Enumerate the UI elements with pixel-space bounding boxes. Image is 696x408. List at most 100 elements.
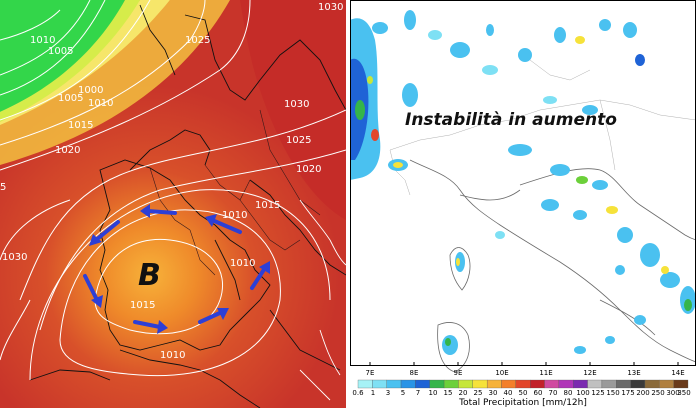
light-green-band [0, 0, 140, 122]
precip-blob [456, 258, 460, 266]
colorbar-swatch [415, 379, 430, 389]
colorbar-swatch [630, 379, 646, 389]
longitude-tick-label: 7E [366, 369, 375, 377]
precip-blob [482, 65, 498, 75]
colorbar-label: 10 [429, 389, 438, 397]
isobar-label-1030b: 1030 [284, 99, 309, 110]
precip-blob [615, 265, 625, 275]
wind-arrow [198, 308, 229, 324]
colorbar-label: 15 [444, 389, 453, 397]
pressure-map: 1030 1010 1005 1000 1005 1010 1015 1020 … [0, 0, 346, 408]
isobar-labels: 1030 1010 1005 1000 1005 1010 1015 1020 … [0, 2, 343, 361]
colorbar-label: 80 [564, 389, 573, 397]
precip-blob [518, 48, 532, 62]
colorbar-label: 40 [504, 389, 513, 397]
longitude-tick-label: 12E [583, 369, 596, 377]
isobar-label-1030c: 1030 [2, 252, 27, 263]
precip-blob [495, 231, 505, 239]
colorbar-label: 0.6 [352, 389, 364, 397]
precip-blob [660, 272, 680, 288]
colorbar-label: 70 [549, 389, 558, 397]
isobar-label-1010b: 1010 [88, 98, 113, 109]
right-coastlines [409, 159, 696, 373]
precip-blob [486, 24, 494, 36]
precip-blob [508, 144, 532, 156]
colorbar-label: 50 [519, 389, 528, 397]
colorbar-swatch [659, 379, 674, 389]
colorbar-label: 3 [386, 389, 390, 397]
colorbar-label: 200 [636, 389, 649, 397]
colorbar-swatch [372, 379, 387, 389]
precip-blob [605, 336, 615, 344]
precip-blob [684, 299, 692, 311]
precip-blob [442, 335, 458, 355]
colorbar-label: 20 [459, 389, 468, 397]
precip-blob [402, 83, 418, 107]
isobar-label-1010d: 1010 [230, 258, 255, 269]
isobar-label-1015c: 1015 [130, 300, 155, 311]
coastlines [29, 4, 346, 408]
precip-blob [371, 129, 379, 141]
wind-arrow [205, 214, 242, 234]
isobar-label-1025b: 1025 [286, 135, 311, 146]
colorbar-label: 250 [651, 389, 664, 397]
colorbar: 0.6 1 3 5 7 10 15 20 25 30 40 50 60 70 80 100 125 150 175 2… [352, 379, 691, 397]
precip-blob [635, 54, 645, 66]
isobar-label-1030: 1030 [318, 2, 343, 13]
longitude-tick-label: 14E [671, 369, 684, 377]
precip-blob [582, 105, 598, 115]
colorbar-swatch [573, 379, 588, 389]
precip-blob [575, 36, 585, 44]
longitude-tick-label: 11E [539, 369, 552, 377]
colorbar-label: 1 [371, 389, 375, 397]
isobar-label-1005b: 1005 [58, 93, 83, 104]
panel-divider [346, 0, 350, 408]
wind-arrows [83, 204, 270, 334]
colorbar-swatch [472, 379, 488, 389]
colorbar-label: 25 [474, 389, 483, 397]
longitude-tick-label: 10E [495, 369, 508, 377]
colorbar-swatch [400, 379, 416, 389]
precip-blob [617, 227, 633, 243]
colorbar-swatch [501, 379, 516, 389]
isobar-label-1000: 1000 [78, 85, 103, 96]
colorbar-label: 7 [416, 389, 420, 397]
precip-blob [372, 22, 388, 34]
precip-blob [661, 266, 669, 274]
warm-band [0, 0, 230, 165]
longitude-tick-label: 13E [627, 369, 640, 377]
isobar-label-1005: 1005 [48, 46, 73, 57]
precip-blob [428, 30, 442, 40]
colorbar-swatch [458, 379, 473, 389]
isobar-label-1015: 1015 [68, 120, 93, 131]
wind-arrow [140, 204, 177, 218]
precip-blob [541, 199, 559, 211]
precip-blob [450, 42, 470, 58]
colorbar-swatch [486, 379, 502, 389]
colorbar-swatch [386, 379, 402, 389]
precip-blob [634, 315, 646, 325]
isobars [0, 0, 346, 381]
coast-white [299, 199, 346, 401]
colorbar-label: 60 [534, 389, 543, 397]
isobar-label-1015b: 1015 [255, 200, 280, 211]
isobar-label-1020: 1020 [55, 145, 80, 156]
precip-blob [404, 10, 416, 30]
colorbar-label: 350 [677, 389, 690, 397]
precip-blob [550, 164, 570, 176]
colorbar-title: Total Precipitation [mm/12h] [458, 398, 587, 408]
precipitation-cells [350, 10, 696, 355]
isobar-label-1010c: 1010 [222, 210, 247, 221]
precip-blob [543, 96, 557, 104]
colorbar-swatch [429, 379, 445, 389]
isobar-label-5: 5 [0, 182, 6, 193]
colorbar-label: 100 [576, 389, 589, 397]
isobar-label-1010e: 1010 [160, 350, 185, 361]
colorbar-swatch [515, 379, 531, 389]
isobar-label-1025: 1025 [185, 35, 210, 46]
green-area [0, 0, 125, 112]
colorbar-label: 125 [591, 389, 604, 397]
colorbar-swatch [616, 379, 631, 389]
precip-blob [554, 27, 566, 43]
overlay-title: Instabilità in aumento [405, 110, 617, 130]
